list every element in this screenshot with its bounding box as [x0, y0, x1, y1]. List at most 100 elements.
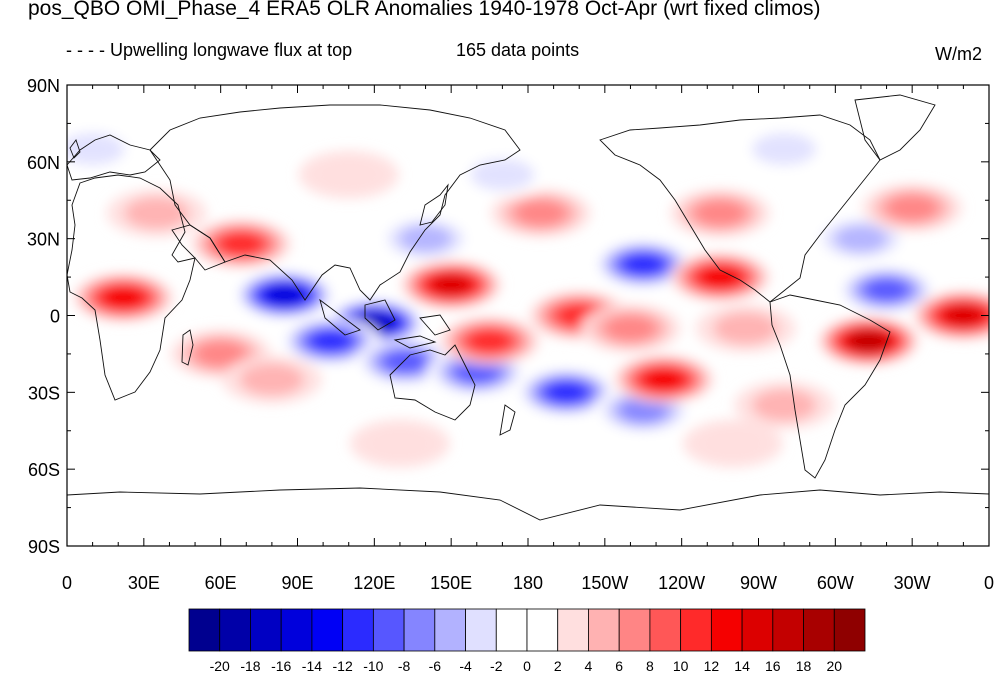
- anomaly-blob-18: [913, 291, 989, 340]
- anomaly-blob-11: [401, 260, 502, 309]
- anomaly-field: [67, 125, 989, 468]
- colorbar-swatch-9: [465, 608, 497, 652]
- colorbar-swatch-10: [495, 608, 528, 652]
- map-title: pos_QBO OMI_Phase_4 ERA5 OLR Anomalies 1…: [28, 0, 821, 20]
- colorbar-label-8: -4: [459, 658, 472, 674]
- anomaly-blob-30: [682, 419, 783, 468]
- lon-label-3: 90E: [281, 573, 313, 593]
- colorbar-swatch-5: [342, 608, 374, 652]
- colorbar-label-3: -14: [302, 658, 322, 674]
- latitude-labels: 90N 60N 30N 0 30S 60S 90S: [27, 76, 60, 557]
- lat-label-5: 60S: [28, 460, 60, 480]
- colorbar-swatch-0: [188, 608, 221, 652]
- colorbar-label-13: 6: [615, 658, 623, 674]
- coastlines: [67, 94, 989, 521]
- colorbar-label-17: 14: [734, 658, 750, 674]
- lon-label-11: 30W: [894, 573, 931, 593]
- colorbar-swatch-15: [649, 608, 682, 652]
- lon-label-9: 90W: [740, 573, 777, 593]
- anomaly-blob-14: [613, 355, 714, 404]
- colorbar-swatch-1: [219, 608, 251, 652]
- lon-label-12: 0: [984, 573, 994, 593]
- anomaly-blob-20: [191, 219, 292, 268]
- colorbar-swatch-14: [618, 608, 651, 652]
- colorbar-swatch-21: [833, 608, 866, 652]
- colorbar-label-1: -18: [240, 658, 260, 674]
- lat-label-4: 30S: [28, 383, 60, 403]
- colorbar-label-4: -12: [333, 658, 353, 674]
- colorbar-swatch-7: [403, 608, 436, 652]
- lon-label-7: 150W: [581, 573, 628, 593]
- lon-label-1: 30E: [128, 573, 160, 593]
- anomaly-blob-27: [695, 304, 796, 353]
- lat-label-2: 30N: [27, 230, 60, 250]
- colorbar-label-9: -2: [490, 658, 503, 674]
- anomaly-blob-2: [280, 317, 381, 366]
- anomaly-blob-8: [836, 265, 937, 314]
- colorbar-label-10: 0: [523, 658, 531, 674]
- anomaly-blob-26: [221, 355, 322, 404]
- anomaly-blob-19: [73, 273, 174, 322]
- anomaly-blob-28: [734, 381, 835, 430]
- colorbar-label-20: 20: [826, 658, 842, 674]
- lon-label-8: 120W: [658, 573, 705, 593]
- units-label: W/m2: [935, 44, 982, 64]
- colorbar-label-12: 4: [585, 658, 593, 674]
- anomaly-blob-34: [298, 150, 399, 199]
- anomaly-blob-33: [452, 150, 553, 199]
- colorbar-label-18: 16: [765, 658, 781, 674]
- colorbar-label-14: 8: [646, 658, 654, 674]
- colorbar-label-5: -10: [363, 658, 383, 674]
- lat-label-6: 90S: [28, 537, 60, 557]
- colorbar-label-11: 2: [554, 658, 562, 674]
- anomaly-blob-9: [375, 214, 476, 263]
- anomaly-blob-29: [349, 419, 450, 468]
- anomaly-blob-17: [818, 317, 919, 366]
- data-count: 165 data points: [456, 40, 580, 60]
- anomaly-blob-24: [862, 183, 963, 232]
- colorbar-swatch-3: [280, 608, 313, 652]
- colorbar-swatch-12: [557, 608, 589, 652]
- lat-label-3: 0: [50, 307, 60, 327]
- lon-label-5: 150E: [430, 573, 472, 593]
- colorbar-swatch-2: [250, 608, 282, 652]
- colorbar-label-0: -20: [210, 658, 230, 674]
- colorbar-swatch-19: [772, 608, 804, 652]
- colorbar-swatch-8: [434, 608, 466, 652]
- colorbar-label-15: 10: [673, 658, 689, 674]
- colorbar-label-7: -6: [429, 658, 442, 674]
- colorbar-label-19: 18: [796, 658, 812, 674]
- colorbar-swatch-16: [680, 608, 712, 652]
- anomaly-blob-5: [516, 368, 617, 417]
- lon-label-4: 120E: [353, 573, 395, 593]
- colorbar-swatch-20: [803, 608, 835, 652]
- lon-label-0: 0: [62, 573, 72, 593]
- longitude-labels: 0 30E 60E 90E 120E 150E 180 150W 120W 90W 60W 30W 0: [62, 573, 994, 593]
- colorbar-swatch-13: [588, 608, 620, 652]
- colorbar-swatch-4: [311, 608, 344, 652]
- anomaly-blob-25: [106, 189, 207, 238]
- anomaly-blob-16: [670, 253, 771, 302]
- variable-description: - - - - Upwelling longwave flux at top: [66, 40, 353, 60]
- anomaly-blob-15: [580, 304, 681, 353]
- colorbar-swatch-11: [526, 608, 559, 652]
- lon-label-2: 60E: [205, 573, 237, 593]
- lon-label-6: 180: [513, 573, 543, 593]
- anomaly-blob-23: [670, 189, 771, 238]
- anomaly-blob-0: [234, 271, 335, 320]
- colorbar-label-6: -8: [398, 658, 411, 674]
- colorbar-swatch-6: [372, 608, 405, 652]
- lat-label-0: 90N: [27, 76, 60, 96]
- lat-label-1: 60N: [27, 153, 60, 173]
- anomaly-blob-22: [490, 189, 591, 238]
- colorbar-swatch-18: [741, 608, 774, 652]
- anomaly-blob-7: [593, 240, 694, 289]
- colorbar-label-16: 12: [704, 658, 720, 674]
- anomaly-blob-13: [439, 317, 540, 366]
- lon-label-10: 60W: [817, 573, 854, 593]
- colorbar-swatch-17: [710, 608, 743, 652]
- colorbar-label-2: -16: [271, 658, 291, 674]
- anomaly-blob-31: [734, 125, 835, 174]
- axis-ticks: [66, 84, 990, 547]
